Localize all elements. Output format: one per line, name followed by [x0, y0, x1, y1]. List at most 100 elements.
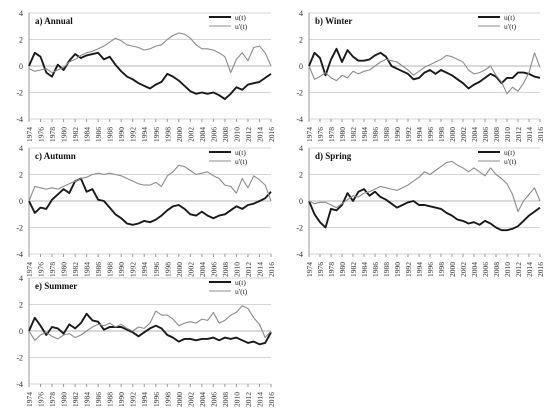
y-tick-label: 4: [19, 144, 23, 153]
x-tick-label: 1976: [37, 262, 46, 277]
x-tick-label: 2010: [232, 392, 241, 407]
x-tick-label: 2014: [525, 262, 534, 277]
y-tick-label: 4: [299, 9, 303, 18]
x-tick-label: 1992: [404, 262, 413, 277]
x-tick-label: 2004: [470, 127, 479, 142]
series-line-u: [308, 47, 541, 90]
x-tick-label: 2000: [448, 127, 457, 142]
x-tick-label: 1990: [117, 392, 126, 407]
y-tick-label: 2: [19, 36, 23, 45]
x-tick-label: 2002: [186, 127, 195, 142]
x-tick-label: 1976: [37, 127, 46, 142]
x-tick-label: 2016: [267, 262, 276, 277]
x-tick-label: 1998: [163, 127, 172, 142]
panel-title: c) Autumn: [35, 151, 76, 161]
y-tick-label: 4: [299, 144, 303, 153]
x-tick-label: 1994: [140, 127, 149, 142]
x-tick-label: 2002: [186, 392, 195, 407]
x-tick-label: 1978: [48, 127, 57, 142]
y-tick-label: 0: [19, 62, 23, 71]
series-line-u-prime: [28, 164, 272, 202]
x-tick-label: 1992: [129, 262, 138, 277]
x-tick-label: 2012: [514, 262, 523, 277]
x-tick-label: 1994: [415, 262, 424, 277]
x-tick-label: 2002: [459, 127, 468, 142]
x-tick-label: 2000: [175, 262, 184, 277]
y-tick-label: -2: [296, 89, 303, 98]
x-tick-label: 1992: [404, 127, 413, 142]
x-tick-label: 1990: [117, 127, 126, 142]
panel-title: d) Spring: [315, 151, 352, 161]
series-line-u: [28, 177, 272, 226]
x-tick-label: 1976: [37, 392, 46, 407]
x-tick-label: 2016: [267, 392, 276, 407]
y-tick-label: 0: [299, 197, 303, 206]
x-tick-label: 1994: [415, 127, 424, 142]
x-tick-label: 2012: [514, 127, 523, 142]
y-tick-label: 2: [299, 171, 303, 180]
y-tick-label: -4: [16, 250, 23, 259]
x-tick-label: 2002: [186, 262, 195, 277]
x-tick-label: 2010: [503, 262, 512, 277]
x-tick-label: 1998: [437, 262, 446, 277]
x-tick-label: 2006: [209, 127, 218, 142]
x-tick-label: 2014: [525, 127, 534, 142]
x-tick-label: 2006: [481, 262, 490, 277]
legend-label: u'(t): [504, 22, 517, 31]
y-tick-label: 4: [19, 9, 23, 18]
x-tick-label: 1982: [349, 262, 358, 277]
x-tick-label: 2006: [209, 392, 218, 407]
x-tick-label: 2010: [232, 127, 241, 142]
x-tick-label: 1992: [129, 392, 138, 407]
legend-label: u(t): [504, 13, 515, 22]
x-tick-label: 2004: [470, 262, 479, 277]
legend-label: u(t): [235, 13, 246, 22]
x-tick-label: 1988: [106, 127, 115, 142]
y-tick-label: -2: [16, 354, 23, 363]
x-tick-label: 2000: [175, 127, 184, 142]
y-tick-label: 0: [19, 197, 23, 206]
x-tick-label: 2004: [198, 127, 207, 142]
x-tick-label: 1986: [371, 127, 380, 142]
x-tick-label: 1978: [327, 127, 336, 142]
x-tick-label: 1986: [94, 262, 103, 277]
x-tick-label: 1980: [60, 127, 69, 142]
y-tick-label: -2: [296, 224, 303, 233]
x-tick-label: 1986: [371, 262, 380, 277]
legend-label: u(t): [235, 278, 246, 287]
x-tick-label: 1988: [106, 262, 115, 277]
x-tick-label: 2002: [459, 262, 468, 277]
x-tick-label: 1988: [106, 392, 115, 407]
x-tick-label: 1990: [393, 127, 402, 142]
x-tick-label: 1982: [71, 262, 80, 277]
x-tick-label: 2000: [448, 262, 457, 277]
x-tick-label: 1996: [152, 127, 161, 142]
x-tick-label: 1994: [140, 392, 149, 407]
y-tick-label: 2: [19, 301, 23, 310]
legend-label: u(t): [235, 148, 246, 157]
x-tick-label: 2010: [503, 127, 512, 142]
x-tick-label: 1984: [83, 392, 92, 407]
panel-title: e) Summer: [35, 281, 77, 291]
x-tick-label: 1982: [71, 127, 80, 142]
panel-title: b) Winter: [315, 16, 352, 26]
y-tick-label: -4: [16, 115, 23, 124]
x-tick-label: 1980: [338, 127, 347, 142]
series-line-u-prime: [28, 32, 272, 74]
x-tick-label: 2004: [198, 392, 207, 407]
x-tick-label: 1976: [316, 127, 325, 142]
x-tick-label: 1992: [129, 127, 138, 142]
x-tick-label: 1996: [426, 127, 435, 142]
x-tick-label: 1978: [48, 262, 57, 277]
series-line-u: [28, 51, 272, 101]
y-tick-label: 0: [19, 327, 23, 336]
x-tick-label: 1982: [349, 127, 358, 142]
y-tick-label: -4: [296, 250, 303, 259]
x-tick-label: 1996: [426, 262, 435, 277]
x-tick-label: 2014: [255, 127, 264, 142]
x-tick-label: 1998: [437, 127, 446, 142]
x-tick-label: 1980: [60, 262, 69, 277]
